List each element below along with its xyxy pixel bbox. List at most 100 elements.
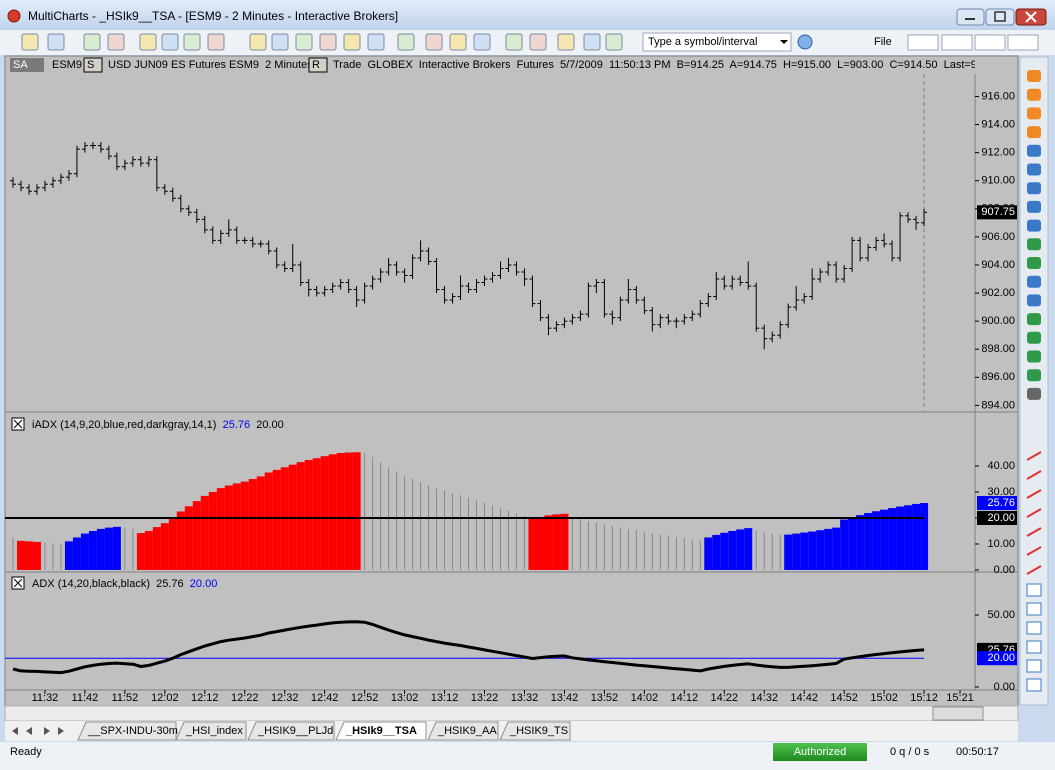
- mdi-button[interactable]: [974, 34, 1006, 51]
- side-tool[interactable]: [1027, 257, 1041, 269]
- drawing-tool[interactable]: [1026, 451, 1042, 461]
- scroll-thumb[interactable]: [932, 706, 984, 721]
- toolbar-button[interactable]: [21, 33, 39, 51]
- toolbar-button[interactable]: [583, 33, 601, 51]
- toolbar-button[interactable]: [207, 33, 225, 51]
- toolbar-button[interactable]: [529, 33, 547, 51]
- drawing-tool[interactable]: [1026, 565, 1042, 575]
- toolbar-button[interactable]: [295, 33, 313, 51]
- interval-button[interactable]: [797, 34, 813, 50]
- toolbar-button[interactable]: [605, 33, 623, 51]
- toolbar-button[interactable]: [319, 33, 337, 51]
- x-tick-label: 14:22: [710, 692, 738, 704]
- tab[interactable]: [247, 721, 335, 741]
- r-button[interactable]: [308, 57, 328, 73]
- toolbar-button[interactable]: [397, 33, 415, 51]
- toolbar-button[interactable]: [449, 33, 467, 51]
- side-tool[interactable]: [1027, 144, 1041, 157]
- tab[interactable]: [335, 721, 427, 741]
- histogram-bar: [24, 541, 33, 570]
- toolbar-button[interactable]: [249, 33, 267, 51]
- file-menu[interactable]: [848, 35, 898, 51]
- symbol-input[interactable]: [642, 32, 792, 52]
- histogram-bar: [544, 515, 553, 570]
- mode-dropdown[interactable]: [34, 58, 44, 72]
- side-tool[interactable]: [1027, 88, 1041, 101]
- x-tick-label: 12:02: [151, 692, 179, 704]
- toolbar-button[interactable]: [505, 33, 523, 51]
- tab[interactable]: [499, 721, 571, 741]
- drawing-tool[interactable]: [1026, 470, 1042, 480]
- tab[interactable]: [175, 721, 247, 741]
- histogram-bar: [848, 517, 857, 570]
- x-tick-label: 12:12: [191, 692, 219, 704]
- s-button[interactable]: [83, 57, 103, 73]
- side-tool[interactable]: [1026, 621, 1042, 635]
- window-title: MultiCharts - _HSIk9__TSA - [ESM9 - 2 Mi…: [28, 9, 398, 23]
- side-tool[interactable]: [1027, 219, 1041, 232]
- mdi-button[interactable]: [1007, 34, 1039, 51]
- close-indicator-glyph: [13, 419, 23, 429]
- app-icon: [7, 9, 21, 23]
- minimize-button[interactable]: [956, 8, 985, 26]
- x-tick-label: 11:32: [32, 692, 59, 704]
- mdi-button[interactable]: [907, 34, 939, 51]
- tab[interactable]: [427, 721, 499, 741]
- toolbar-button[interactable]: [161, 33, 179, 51]
- tab-navigation[interactable]: [12, 727, 64, 735]
- toolbar-button[interactable]: [183, 33, 201, 51]
- indicator-params: (14,20,black,black): [58, 578, 150, 590]
- toolbar-button[interactable]: [271, 33, 289, 51]
- y-tick-label: 914.00: [981, 118, 1015, 130]
- mode-box[interactable]: [10, 58, 34, 72]
- tab[interactable]: [77, 721, 177, 741]
- side-tool[interactable]: [1027, 70, 1041, 82]
- mdi-button[interactable]: [941, 34, 973, 51]
- toolbar-button[interactable]: [139, 33, 157, 51]
- scrollbar[interactable]: [4, 705, 1019, 722]
- side-tool[interactable]: [1027, 200, 1041, 213]
- toolbar-button[interactable]: [83, 33, 101, 51]
- toolbar-button[interactable]: [47, 33, 65, 51]
- side-tool[interactable]: [1026, 659, 1042, 673]
- histogram-bar: [248, 479, 257, 570]
- drawing-tool[interactable]: [1026, 546, 1042, 556]
- toolbar-button[interactable]: [107, 33, 125, 51]
- level-box-text: 20.00: [987, 652, 1015, 664]
- side-tool[interactable]: [1027, 126, 1041, 139]
- side-tool[interactable]: [1026, 640, 1042, 654]
- s-button-text: S: [87, 59, 94, 71]
- toolbar-button[interactable]: [473, 33, 491, 51]
- side-tool[interactable]: [1027, 387, 1041, 400]
- histogram-bar: [744, 528, 753, 570]
- histogram-bar: [816, 530, 825, 570]
- side-tool[interactable]: [1026, 678, 1042, 692]
- histogram-bar: [872, 511, 881, 570]
- y-tick-label: 904.00: [981, 259, 1015, 271]
- side-tool[interactable]: [1027, 313, 1041, 326]
- symbol-description: USD JUN09 ES Futures ESM9 2 Minutes: [108, 59, 313, 71]
- side-tool[interactable]: [1027, 275, 1041, 288]
- drawing-tool[interactable]: [1026, 489, 1042, 499]
- x-tick-label: 13:32: [511, 692, 539, 704]
- side-tool[interactable]: [1027, 238, 1041, 251]
- toolbar-button[interactable]: [343, 33, 361, 51]
- side-tool[interactable]: [1027, 163, 1041, 176]
- side-tool[interactable]: [1027, 350, 1041, 363]
- x-tick-label: 14:02: [631, 692, 659, 704]
- histogram-bar: [896, 506, 905, 570]
- toolbar-button[interactable]: [367, 33, 385, 51]
- y-tick-label: 916.00: [981, 90, 1015, 102]
- drawing-tool[interactable]: [1026, 508, 1042, 518]
- drawing-tool[interactable]: [1026, 527, 1042, 537]
- side-tool[interactable]: [1027, 369, 1041, 382]
- side-tool[interactable]: [1026, 583, 1042, 597]
- side-tool[interactable]: [1027, 182, 1041, 195]
- maximize-button[interactable]: [985, 8, 1015, 26]
- side-tool[interactable]: [1026, 602, 1042, 616]
- side-tool[interactable]: [1027, 107, 1041, 120]
- toolbar-button[interactable]: [557, 33, 575, 51]
- side-tool[interactable]: [1027, 331, 1041, 344]
- side-tool[interactable]: [1027, 294, 1041, 307]
- toolbar-button[interactable]: [425, 33, 443, 51]
